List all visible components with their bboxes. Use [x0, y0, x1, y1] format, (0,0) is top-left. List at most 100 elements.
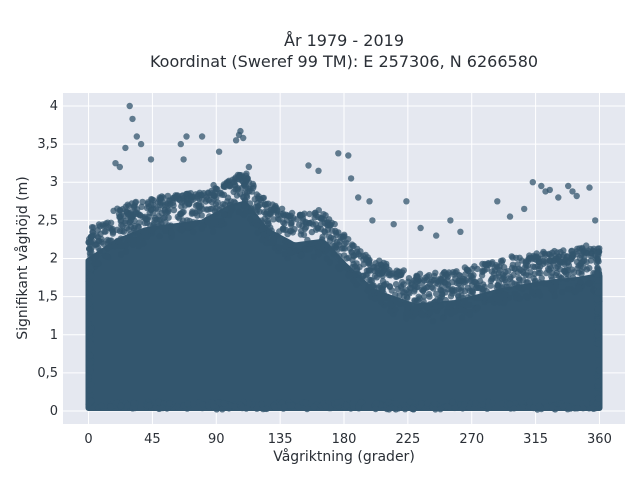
data-point [511, 400, 519, 407]
chart-title-line-2: Koordinat (Sweref 99 TM): E 257306, N 62… [150, 52, 538, 71]
data-point [594, 324, 602, 331]
data-point [583, 399, 590, 407]
data-point [287, 212, 294, 219]
data-point [431, 400, 439, 407]
data-point [498, 275, 506, 283]
data-point [276, 244, 283, 251]
data-point [323, 241, 330, 249]
data-point [498, 400, 505, 407]
data-point [184, 400, 191, 407]
data-point [204, 218, 211, 226]
data-point [546, 257, 553, 264]
data-point [162, 209, 169, 216]
data-point [432, 406, 439, 413]
data-point [526, 398, 533, 406]
data-point [458, 314, 466, 321]
data-point [464, 294, 471, 301]
data-point [220, 183, 227, 190]
data-point [326, 259, 334, 266]
data-point [302, 224, 310, 231]
data-point [236, 190, 244, 198]
data-point [549, 269, 556, 277]
data-point [162, 201, 169, 209]
data-point [530, 404, 537, 412]
data-point [458, 306, 465, 313]
data-point [180, 156, 187, 163]
data-point [595, 357, 602, 364]
data-point [523, 265, 530, 272]
data-point [569, 274, 577, 281]
data-point [552, 283, 559, 290]
data-point [224, 194, 232, 201]
data-point [162, 227, 169, 234]
data-point [132, 198, 140, 206]
data-point [107, 403, 114, 411]
data-point [427, 309, 434, 316]
data-point [246, 200, 254, 207]
data-point [481, 267, 488, 274]
data-point [595, 277, 602, 284]
data-point [451, 404, 459, 412]
data-point [308, 228, 316, 236]
data-point [284, 230, 291, 238]
data-point [168, 229, 175, 236]
data-point [140, 240, 147, 247]
data-point [413, 283, 420, 291]
data-point [198, 225, 205, 233]
data-point [208, 187, 215, 195]
data-point [306, 219, 313, 227]
data-point [485, 404, 493, 411]
x-tick-label: 0 [84, 432, 92, 447]
data-point [563, 275, 571, 283]
data-point [438, 291, 446, 298]
data-point [390, 221, 397, 228]
data-point [519, 404, 526, 411]
data-point [93, 232, 100, 239]
data-point [585, 280, 592, 287]
data-point [344, 265, 351, 272]
data-point [388, 287, 395, 294]
data-point [535, 265, 542, 273]
y-tick-label: 0 [50, 404, 58, 419]
data-point [564, 286, 572, 293]
data-point [141, 215, 149, 222]
data-point [468, 272, 475, 279]
data-point [151, 216, 158, 224]
data-point [258, 400, 266, 408]
y-tick-label: 2 [50, 252, 58, 267]
data-point [595, 351, 602, 358]
x-tick-label: 225 [395, 432, 420, 447]
data-point [156, 218, 163, 225]
data-point [133, 133, 140, 140]
data-point [126, 102, 133, 110]
data-point [387, 308, 394, 315]
data-point [334, 263, 342, 271]
data-point [559, 403, 567, 410]
data-point [270, 216, 277, 223]
data-point [278, 205, 286, 212]
data-point [335, 150, 342, 157]
data-point [366, 198, 373, 205]
data-point [385, 406, 393, 413]
data-point [495, 269, 502, 277]
data-point [125, 226, 133, 233]
data-point [311, 210, 318, 217]
data-point [304, 236, 311, 244]
data-point [260, 231, 267, 239]
data-point [372, 405, 379, 413]
data-point [573, 258, 581, 266]
data-point [357, 399, 365, 406]
data-point [294, 403, 302, 411]
x-tick-label: 360 [587, 432, 612, 447]
data-point [520, 277, 527, 284]
data-point [301, 245, 308, 252]
data-point [398, 284, 405, 291]
data-point [442, 271, 450, 278]
data-point [437, 276, 445, 284]
data-point [450, 288, 458, 295]
data-point [280, 212, 288, 219]
data-point [494, 263, 501, 270]
data-point [559, 289, 566, 296]
data-point [88, 397, 95, 405]
